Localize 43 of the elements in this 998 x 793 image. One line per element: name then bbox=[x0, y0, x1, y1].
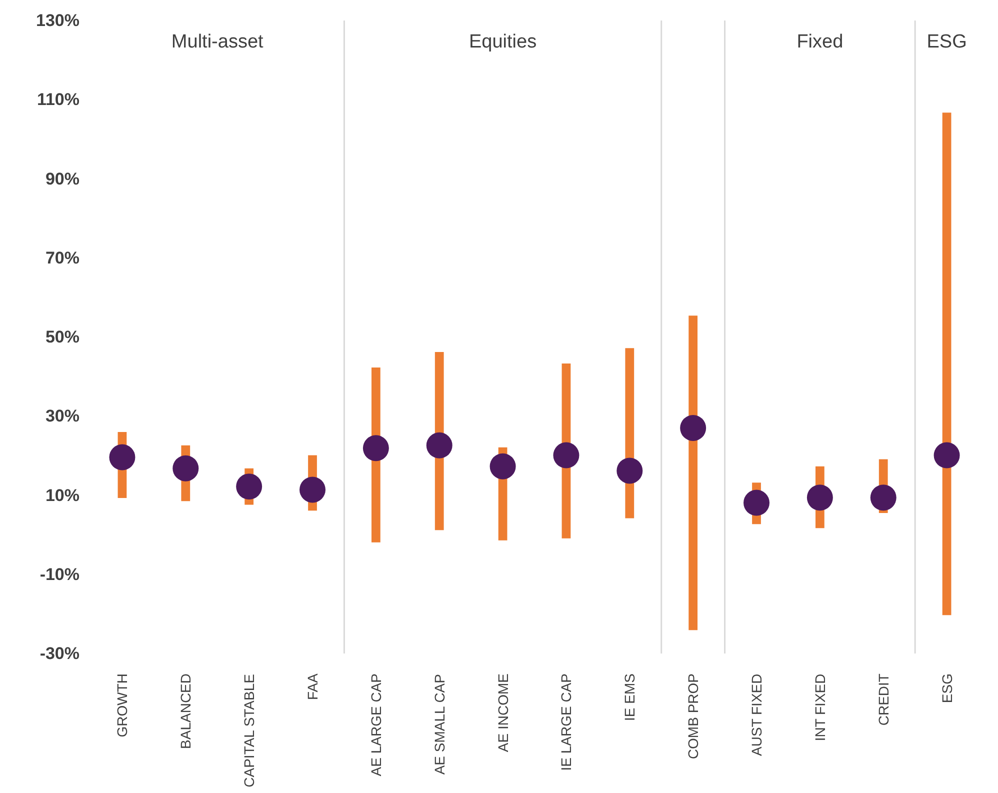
point bbox=[236, 474, 262, 500]
x-tick-label: AE LARGE CAP bbox=[368, 674, 384, 776]
point bbox=[109, 444, 136, 470]
annotation: ESG bbox=[926, 32, 967, 52]
point bbox=[870, 484, 896, 511]
point bbox=[172, 455, 199, 482]
x-tick-label: BALANCED bbox=[178, 674, 194, 749]
annotation: Equities bbox=[468, 32, 537, 52]
point bbox=[300, 476, 326, 503]
y-tick-label: 90% bbox=[45, 169, 80, 188]
x-tick-label: AE INCOME bbox=[494, 673, 511, 752]
point bbox=[934, 442, 960, 468]
point bbox=[616, 458, 643, 484]
point bbox=[553, 442, 580, 468]
x-tick-label: IE EMS bbox=[622, 673, 638, 721]
y-tick-label: 70% bbox=[45, 248, 80, 268]
point bbox=[362, 435, 389, 462]
x-tick-label: COMB PROP bbox=[685, 673, 702, 760]
y-tick-label: 10% bbox=[45, 486, 80, 505]
x-tick-label: ESG bbox=[938, 673, 955, 704]
x-tick-label: FAA bbox=[304, 672, 320, 700]
point bbox=[806, 484, 833, 511]
x-tick-label: CREDIT bbox=[875, 673, 892, 726]
y-tick-label: -10% bbox=[40, 564, 80, 584]
bar bbox=[688, 316, 698, 630]
y-tick-label: 130% bbox=[36, 11, 80, 30]
y-tick-label: 30% bbox=[45, 406, 80, 426]
point bbox=[490, 453, 516, 480]
x-tick-label: GROWTH bbox=[114, 674, 130, 738]
y-tick-label: 50% bbox=[45, 328, 80, 346]
point bbox=[426, 432, 452, 458]
point bbox=[744, 490, 770, 516]
bar bbox=[942, 112, 952, 616]
point bbox=[680, 415, 706, 441]
x-tick-label: INT FIXED bbox=[812, 674, 828, 742]
x-tick-label: AUST FIXED bbox=[748, 674, 764, 756]
annotation: Fixed bbox=[796, 32, 844, 52]
x-tick-label: IE LARGE CAP bbox=[558, 673, 574, 771]
x-tick-label: AE SMALL CAP bbox=[431, 674, 448, 775]
y-tick-label: 110% bbox=[36, 90, 80, 110]
annotation: Multi-asset bbox=[171, 32, 264, 52]
x-tick-label: CAPITAL STABLE bbox=[241, 674, 258, 788]
y-tick-label: -30% bbox=[40, 644, 80, 663]
